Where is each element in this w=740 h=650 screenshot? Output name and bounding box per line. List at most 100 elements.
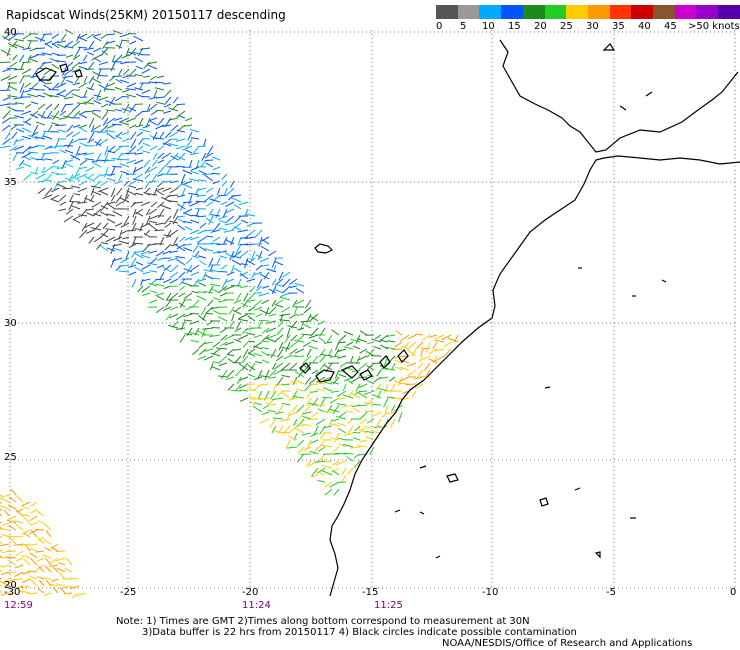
colorbar-label: 15 <box>508 21 521 32</box>
wind-barb <box>434 348 445 352</box>
wind-barb <box>318 446 326 452</box>
wind-barb <box>163 180 172 183</box>
wind-barb <box>218 227 228 231</box>
wind-barb <box>235 243 242 254</box>
wind-barb <box>103 152 109 163</box>
wind-barb <box>342 383 347 392</box>
wind-barb <box>237 236 242 246</box>
wind-barb <box>342 404 354 408</box>
wind-barb <box>107 150 116 154</box>
wind-barb <box>247 299 256 302</box>
wind-barb <box>132 201 144 204</box>
wind-barb <box>304 404 312 413</box>
wind-barb <box>338 373 347 378</box>
wind-barb <box>246 229 256 238</box>
wind-barb <box>188 194 193 205</box>
wind-barb <box>206 201 214 207</box>
wind-barb <box>185 117 193 122</box>
wind-barb <box>176 110 186 118</box>
wind-barb <box>23 173 32 181</box>
wind-barb <box>107 33 116 36</box>
wind-barb <box>336 403 347 406</box>
wind-barb <box>224 222 235 226</box>
wind-barb <box>142 124 151 129</box>
wind-barb <box>46 110 53 119</box>
wind-barb <box>303 323 312 329</box>
wind-barb <box>302 415 312 420</box>
wind-barb <box>208 208 214 216</box>
wind-barb <box>56 173 67 176</box>
wind-barb <box>30 171 39 175</box>
wind-barb <box>36 520 45 524</box>
wind-barb <box>374 383 382 392</box>
wind-barb <box>150 110 158 116</box>
wind-barb <box>115 134 123 140</box>
wind-barb <box>62 115 74 119</box>
wind-barb <box>328 348 333 356</box>
wind-barb <box>379 376 389 379</box>
wind-barb <box>168 324 179 329</box>
wind-barb <box>220 264 228 270</box>
wind-barb <box>212 297 221 301</box>
wind-barb <box>120 170 130 175</box>
wind-barb <box>192 348 200 356</box>
wind-barb <box>259 257 270 263</box>
wind-barb <box>38 565 45 573</box>
wind-barb <box>169 220 179 224</box>
wind-barb <box>184 333 193 336</box>
wind-barb <box>333 348 340 358</box>
lon-label: -5 <box>606 587 616 598</box>
wind-barb <box>114 108 123 112</box>
wind-barb <box>227 383 235 391</box>
wind-barb <box>261 327 270 334</box>
wind-barb <box>120 39 130 42</box>
wind-barb <box>274 430 284 434</box>
wind-barb <box>315 388 326 392</box>
wind-barb <box>202 341 214 345</box>
wind-barb <box>68 201 74 211</box>
wind-barb <box>154 81 165 84</box>
wind-barb <box>36 158 46 161</box>
wind-barb <box>303 365 312 371</box>
wind-barb <box>189 229 200 235</box>
wind-barb <box>274 411 284 415</box>
wind-barb <box>310 383 319 386</box>
wind-barb <box>77 187 88 193</box>
wind-barb <box>309 315 319 322</box>
wind-barb <box>125 187 130 199</box>
wind-barb <box>282 278 291 288</box>
wind-barb <box>59 201 67 206</box>
wind-barb <box>0 564 10 569</box>
wind-barb <box>205 312 214 315</box>
wind-barb <box>323 364 333 371</box>
wind-barb <box>308 334 319 339</box>
wind-barb <box>329 481 340 488</box>
wind-barb <box>162 142 172 147</box>
wind-barb <box>223 285 235 291</box>
wind-barb <box>210 269 221 273</box>
wind-barb <box>315 404 326 407</box>
wind-barb <box>37 103 46 111</box>
wind-barb <box>99 190 109 196</box>
wind-barb <box>212 156 221 161</box>
wind-barb <box>205 306 214 314</box>
wind-barb <box>343 432 354 436</box>
wind-barb <box>62 75 74 79</box>
wind-barb <box>128 264 137 269</box>
wind-barb <box>253 345 263 350</box>
wind-barb <box>141 285 151 293</box>
wind-barb <box>175 244 186 252</box>
wind-barb <box>432 341 438 350</box>
wind-barb <box>184 226 193 231</box>
wind-barb <box>95 138 102 147</box>
wind-barb <box>294 306 298 315</box>
wind-barb <box>199 246 207 252</box>
wind-barb <box>257 278 263 289</box>
wind-barb <box>254 306 263 311</box>
wind-barb <box>135 261 144 266</box>
wind-barb <box>71 138 81 144</box>
wind-barb <box>212 222 221 232</box>
wind-barb <box>37 94 46 98</box>
wind-barb <box>281 383 291 386</box>
colorbar-swatch <box>718 5 740 19</box>
